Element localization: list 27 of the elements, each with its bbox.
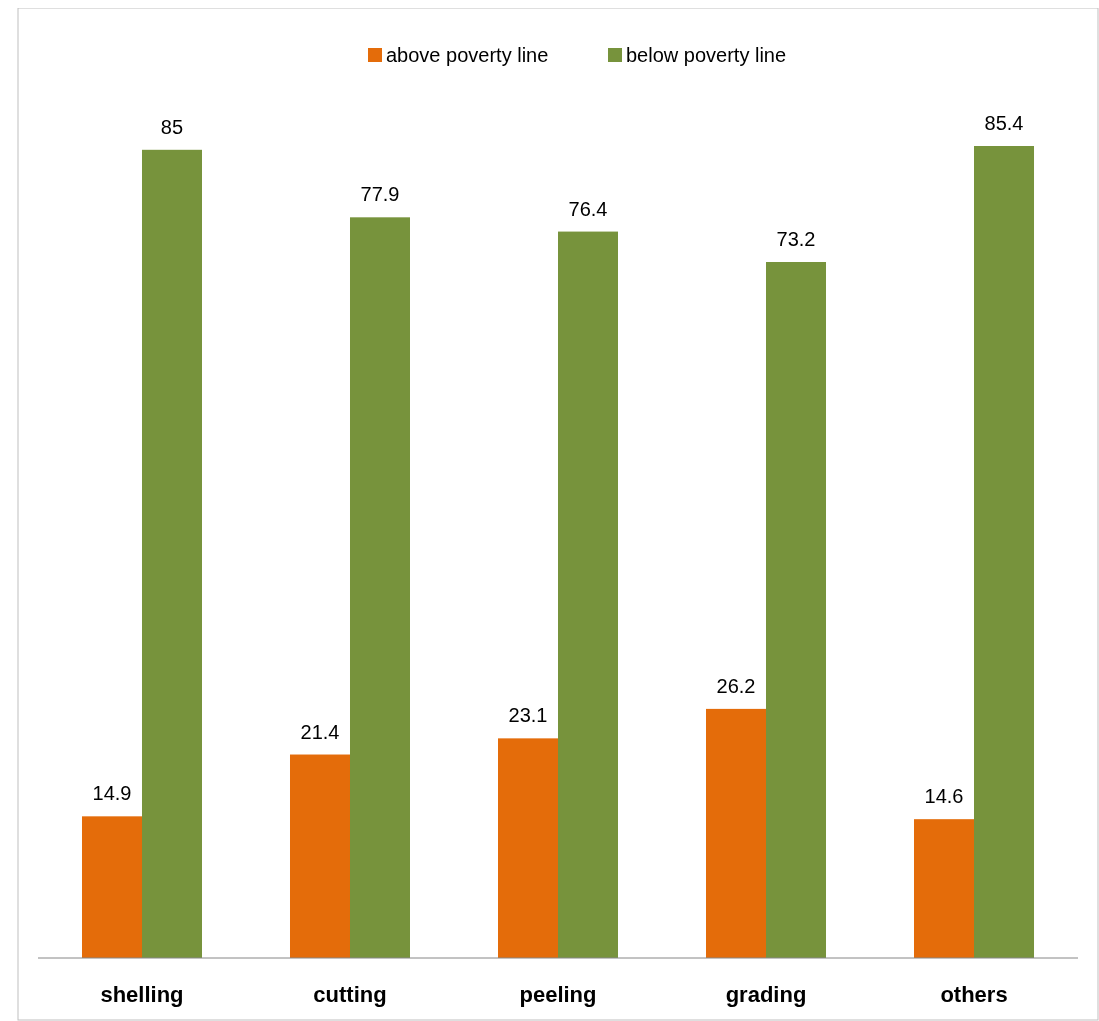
x-tick-label: shelling bbox=[100, 982, 184, 1007]
data-label: 85 bbox=[160, 115, 184, 138]
data-label: 77.9 bbox=[360, 183, 400, 206]
bar bbox=[974, 146, 1035, 958]
x-tick-label: peeling bbox=[519, 982, 597, 1007]
bar bbox=[914, 819, 975, 958]
data-label: 85.4 bbox=[984, 112, 1024, 134]
bar bbox=[766, 262, 826, 958]
x-tick-label: grading bbox=[725, 982, 807, 1007]
bar bbox=[558, 231, 618, 958]
data-label: 14.9 bbox=[92, 782, 132, 805]
data-label: 14.6 bbox=[924, 785, 964, 808]
data-label: 26.2 bbox=[716, 674, 756, 697]
bar bbox=[290, 754, 350, 958]
bar bbox=[706, 708, 766, 958]
bar bbox=[498, 738, 558, 958]
x-tick-label: others bbox=[940, 982, 1008, 1007]
legend-label: above poverty line bbox=[386, 44, 549, 66]
bar bbox=[81, 816, 142, 958]
data-label: 76.4 bbox=[568, 197, 608, 220]
data-label: 73.2 bbox=[776, 228, 816, 250]
data-label: 21.4 bbox=[300, 720, 340, 743]
legend-label: below poverty line bbox=[626, 44, 787, 66]
bar bbox=[350, 217, 410, 958]
data-label: 23.1 bbox=[508, 704, 548, 727]
x-tick-label: cutting bbox=[313, 982, 387, 1007]
bar bbox=[141, 149, 202, 958]
